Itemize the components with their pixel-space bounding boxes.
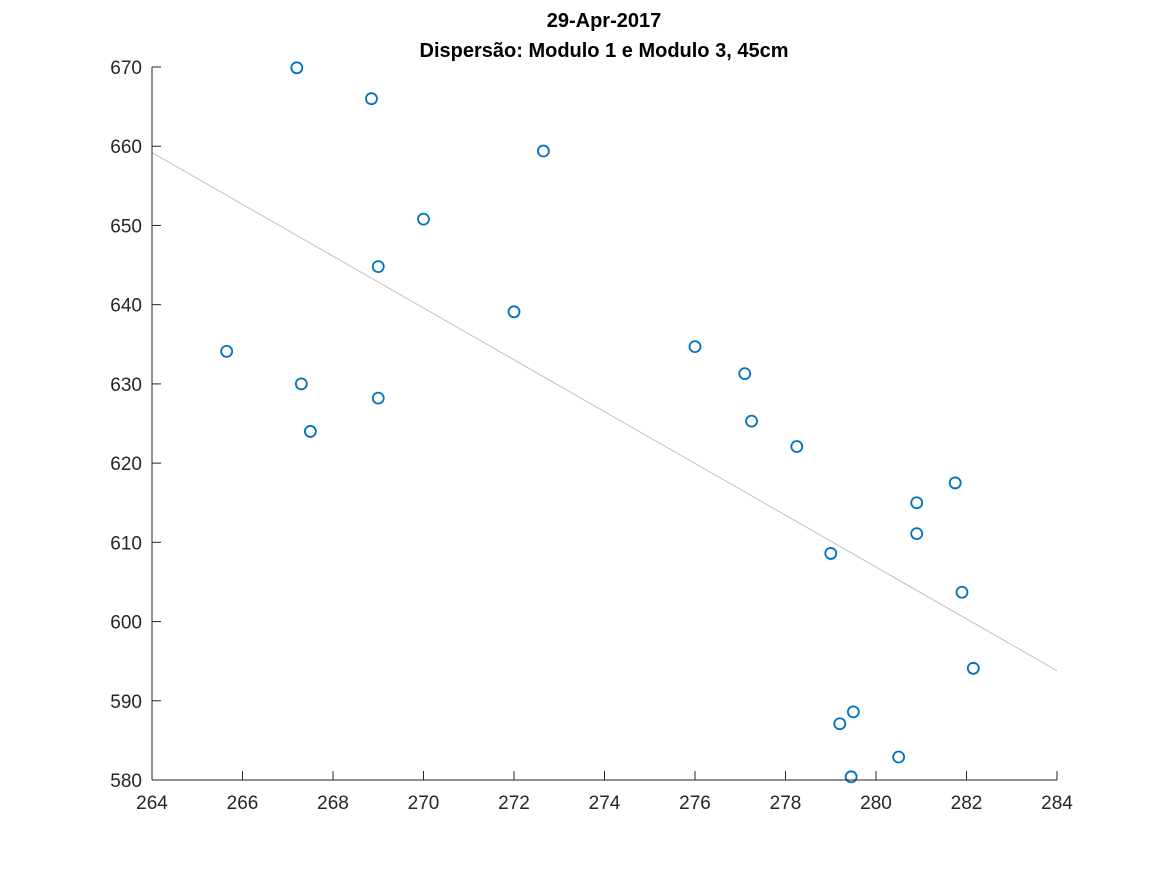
y-tick-label: 660 xyxy=(110,137,142,158)
axes-layer xyxy=(151,67,1057,781)
y-tick-label: 610 xyxy=(110,533,142,554)
y-tick-label: 620 xyxy=(110,454,142,475)
data-point xyxy=(948,476,962,490)
data-point xyxy=(417,212,430,226)
y-tick-label: 640 xyxy=(110,296,142,317)
x-tick-label: 266 xyxy=(227,793,259,814)
chart-title: 29-Apr-2017 xyxy=(547,10,662,32)
x-tick-label: 272 xyxy=(498,793,530,814)
data-point xyxy=(790,440,804,453)
data-point xyxy=(688,340,702,354)
data-point xyxy=(966,661,980,675)
y-tick-label: 580 xyxy=(110,771,142,792)
x-tick-label: 264 xyxy=(136,793,168,814)
data-point xyxy=(294,377,308,391)
data-point xyxy=(846,705,860,719)
data-point xyxy=(303,425,317,438)
data-point xyxy=(844,770,858,784)
chart-subtitle: Dispersão: Modulo 1 e Modulo 3, 45cm xyxy=(420,40,789,62)
x-tick-label: 270 xyxy=(408,793,440,814)
x-ticks: 264 266 268 270 272 274 276 278 280 282 284 xyxy=(136,771,1073,814)
y-tick-label: 650 xyxy=(110,216,142,237)
x-tick-label: 274 xyxy=(589,793,621,814)
data-point xyxy=(220,345,234,358)
data-point xyxy=(738,367,752,380)
data-point xyxy=(824,547,838,560)
x-tick-label: 268 xyxy=(317,793,349,814)
y-tick-label: 600 xyxy=(110,613,142,634)
data-point xyxy=(910,527,924,541)
regression-line xyxy=(151,152,1058,672)
points-layer xyxy=(220,61,980,784)
data-point xyxy=(745,414,758,428)
data-point xyxy=(371,391,385,405)
data-point xyxy=(910,496,924,510)
x-tick-label: 284 xyxy=(1041,793,1073,814)
x-tick-label: 280 xyxy=(860,793,892,814)
data-point xyxy=(833,717,847,731)
data-point xyxy=(371,260,385,274)
y-tick-label: 670 xyxy=(110,58,142,79)
y-ticks: 580 590 600 610 620 630 640 650 660 670 xyxy=(110,58,161,792)
data-point xyxy=(892,750,906,764)
data-point xyxy=(290,61,304,75)
fit-layer xyxy=(151,152,1058,672)
x-tick-label: 282 xyxy=(951,793,983,814)
data-point xyxy=(537,144,550,158)
data-point xyxy=(955,585,969,599)
plot-area: 264 266 268 270 272 274 276 278 280 282 284 580 590… xyxy=(110,58,1073,814)
data-point xyxy=(507,305,521,319)
x-tick-label: 276 xyxy=(679,793,711,814)
y-tick-label: 590 xyxy=(110,692,142,713)
x-tick-label: 278 xyxy=(770,793,802,814)
y-tick-label: 630 xyxy=(110,375,142,396)
data-point xyxy=(365,92,378,106)
